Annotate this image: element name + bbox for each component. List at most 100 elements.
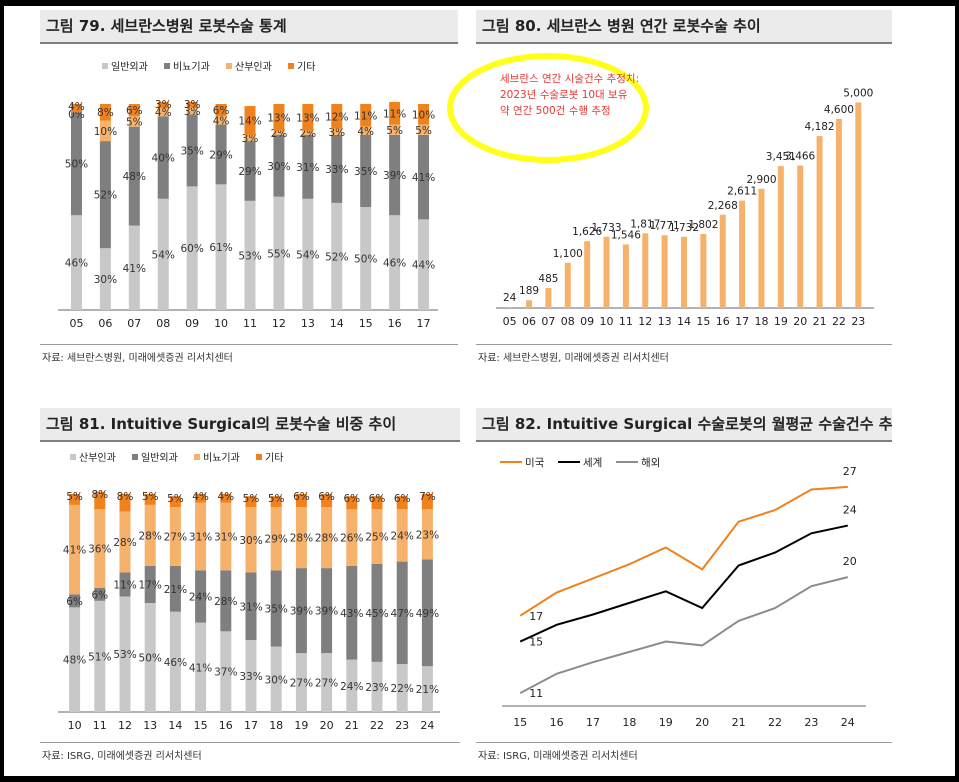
bar-segment [418,219,430,310]
legend-label: 기타 [297,61,315,73]
bar-segment [360,104,372,127]
x-tick-label: 05 [503,315,517,328]
x-tick-label: 15 [194,719,208,732]
bar-segment [389,124,401,135]
series-line [519,485,848,617]
bar-segment [144,603,156,712]
bar [700,233,707,308]
bar [622,244,629,308]
data-label: 46% [65,258,88,270]
data-label: 1,546 [611,229,641,241]
chart-79: 일반외과 비뇨기과 산부인과 기타46%50%0%4%0530%52%10%8%064… [58,61,438,330]
data-label: 5,000 [843,87,873,99]
bar-segment [195,622,207,712]
x-tick-label: 17 [244,719,258,732]
data-label: 28% [139,530,162,542]
data-label: 23% [416,529,439,541]
bar-segment [245,640,257,712]
data-label: 17% [139,579,162,591]
data-label: 27% [290,678,313,690]
bar [526,300,533,308]
bar-segment [270,646,282,712]
bar-segment [273,104,285,131]
data-label: 23% [365,682,388,694]
data-label: 5% [243,493,260,505]
legend-label: 해외 [641,456,660,469]
x-tick-label: 06 [522,315,536,328]
x-tick-label: 23 [851,315,865,328]
data-label: 39% [383,170,406,182]
panel-title: 그림 79. 세브란스병원 로봇수술 통계 [40,10,458,44]
bar-segment [244,200,256,310]
data-label: 27 [843,465,857,478]
x-tick-label: 07 [541,315,555,328]
bar-segment [169,507,181,566]
bar-segment [371,563,383,662]
data-label: 44% [412,260,435,272]
bar-segment [396,561,408,665]
bar-segment [119,494,131,512]
data-label: 55% [267,248,290,260]
data-label: 8% [91,489,108,501]
data-label: 2,900 [746,174,776,186]
data-label: 24% [189,591,212,603]
bar-segment [244,141,256,201]
data-label: 54% [152,249,175,261]
x-tick-label: 10 [600,315,614,328]
bar-segment [94,491,106,510]
bar-segment [99,104,111,121]
bar-segment [70,112,82,216]
bar-segment [169,565,181,612]
data-label: 33% [325,164,348,176]
legend-swatch [194,454,200,460]
bar-segment [346,565,358,660]
data-label: 53% [113,649,136,661]
legend-label: 세계 [583,457,602,469]
x-tick-label: 19 [659,716,673,729]
bar [719,214,726,308]
bar-segment [270,496,282,508]
bar [739,200,746,308]
data-label: 24 [843,504,857,517]
x-tick-label: 10 [68,719,82,732]
data-label: 31% [214,532,237,544]
data-label: 1,100 [553,248,583,260]
bar-segment [195,494,207,503]
bar-segment [418,104,430,125]
panel-title: 그림 81. Intuitive Surgical의 로봇수술 비중 추이 [40,408,460,442]
x-tick-label: 07 [127,317,141,330]
data-label: 35% [180,145,203,157]
bar [603,236,610,308]
bar-segment [195,570,207,623]
data-label: 50% [354,254,377,266]
data-label: 1,733 [591,222,621,234]
data-label: 13% [267,112,290,124]
data-label: 6% [318,491,335,503]
data-label: 6% [394,493,411,505]
data-label: 1,771 [650,220,680,232]
data-label: 4% [192,491,209,503]
x-tick-label: 21 [813,315,827,328]
bar-segment [215,184,227,310]
data-label: 14% [238,115,261,127]
data-label: 11% [354,110,377,122]
data-label: 47% [391,608,414,620]
bar-segment [360,207,372,310]
bar-segment [331,104,343,129]
chart-80: 세브란스 연간 시술건수 추정치: 2023년 수술로봇 10대 보유약 연간 5… [447,53,874,328]
x-tick-label: 14 [168,719,182,732]
bar [816,136,823,308]
data-label: 5% [268,493,285,505]
x-tick-label: 17 [735,315,749,328]
data-label: 37% [214,667,237,679]
data-label: 3% [155,99,172,111]
bar [545,288,552,308]
legend-swatch [70,454,76,460]
x-tick-label: 21 [732,716,746,729]
data-label: 30% [94,274,117,286]
bar [777,166,784,308]
data-label: 33% [239,671,262,683]
bar-segment [244,106,256,135]
data-label: 39% [290,606,313,618]
bar [797,165,804,308]
